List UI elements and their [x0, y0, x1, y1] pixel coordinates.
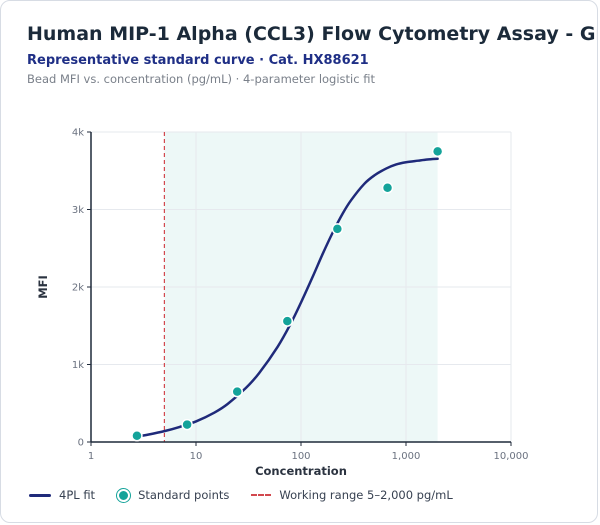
- fit-curve-4pl: [135, 157, 439, 438]
- x-tick-label: 100: [291, 451, 310, 462]
- legend-swatch-line: [29, 493, 51, 497]
- y-tick-label: 1k: [72, 360, 84, 371]
- chart-subtitle: Representative standard curve · Cat. HX8…: [27, 53, 369, 68]
- standard-point: [281, 315, 294, 327]
- y-tick-label: 3k: [72, 205, 84, 216]
- standard-point: [331, 223, 344, 235]
- standard-point: [181, 418, 193, 431]
- standard-point: [131, 430, 143, 442]
- legend-label-points: Standard points: [138, 488, 230, 502]
- standard-point: [431, 145, 444, 158]
- chart-caption: Bead MFI vs. concentration (pg/mL) · 4-p…: [27, 72, 375, 86]
- legend-swatch-dot: [117, 488, 131, 502]
- y-tick-label: 0: [78, 438, 84, 449]
- x-tick-label: 1,000: [392, 451, 421, 462]
- legend-item-points[interactable]: Standard points: [117, 488, 229, 502]
- standard-point: [381, 182, 394, 194]
- legend-label-fit: 4PL fit: [59, 488, 96, 502]
- y-tick-label: 2k: [72, 283, 84, 294]
- legend-swatch-dash: [251, 494, 272, 496]
- x-tick-label: 10: [190, 451, 203, 462]
- legend-label-range: Working range 5–2,000 pg/mL: [279, 488, 453, 502]
- legend: 4PL fit Standard points Working range 5–…: [29, 488, 475, 502]
- x-tick-label: 10,000: [494, 451, 529, 462]
- legend-item-range[interactable]: Working range 5–2,000 pg/mL: [251, 488, 453, 502]
- x-tick-label: 1: [88, 451, 94, 462]
- standard-point: [231, 385, 243, 398]
- y-tick-label: 4k: [72, 128, 84, 139]
- x-axis-title: Concentration: [255, 464, 347, 478]
- chart-title: Human MIP-1 Alpha (CCL3) Flow Cytometry …: [27, 23, 597, 45]
- legend-item-fit[interactable]: 4PL fit: [29, 488, 95, 502]
- y-axis-title: MFI: [36, 275, 50, 299]
